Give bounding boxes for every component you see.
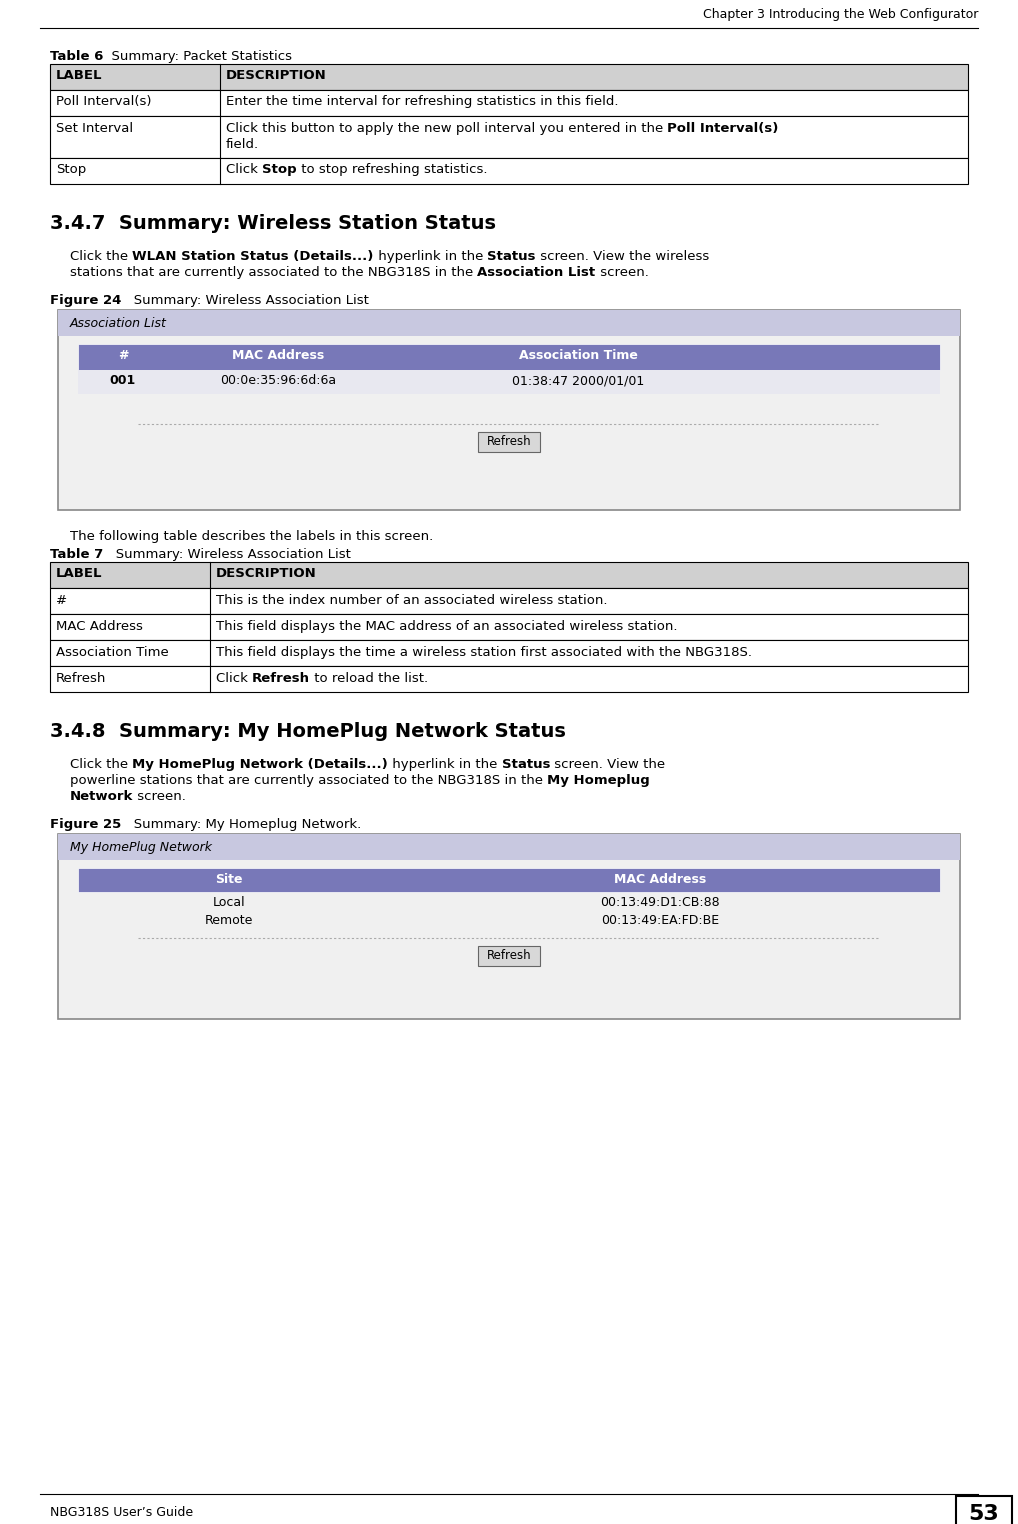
Text: screen.: screen.: [596, 267, 648, 279]
Text: Figure 25: Figure 25: [50, 818, 121, 831]
Text: Association List: Association List: [70, 317, 167, 331]
Text: Figure 24: Figure 24: [50, 294, 121, 306]
Text: Summary: My Homeplug Network.: Summary: My Homeplug Network.: [121, 818, 361, 831]
Text: Chapter 3 Introducing the Web Configurator: Chapter 3 Introducing the Web Configurat…: [702, 8, 978, 21]
Text: MAC Address: MAC Address: [56, 620, 143, 632]
Text: My Homeplug: My Homeplug: [548, 774, 651, 786]
Text: Refresh: Refresh: [487, 949, 531, 962]
Text: My HomePlug Network: My HomePlug Network: [70, 841, 212, 853]
Text: Refresh: Refresh: [487, 434, 531, 448]
Text: Enter the time interval for refreshing statistics in this field.: Enter the time interval for refreshing s…: [226, 94, 619, 108]
Text: Local: Local: [213, 896, 245, 908]
Text: Status: Status: [488, 250, 535, 264]
Text: This field displays the MAC address of an associated wireless station.: This field displays the MAC address of a…: [216, 620, 678, 632]
Text: Remote: Remote: [205, 914, 253, 927]
Text: powerline stations that are currently associated to the NBG318S in the: powerline stations that are currently as…: [70, 774, 548, 786]
Text: to reload the list.: to reload the list.: [310, 672, 429, 684]
Text: MAC Address: MAC Address: [614, 873, 705, 885]
Text: 01:38:47 2000/01/01: 01:38:47 2000/01/01: [512, 373, 644, 387]
Bar: [78, 344, 940, 370]
Text: MAC Address: MAC Address: [232, 349, 324, 363]
Text: #: #: [56, 594, 67, 607]
Bar: [50, 666, 968, 692]
Text: My HomePlug Network (Details...): My HomePlug Network (Details...): [132, 757, 388, 771]
Text: Summary: Wireless Association List: Summary: Wireless Association List: [121, 294, 370, 306]
Text: Association Time: Association Time: [518, 349, 637, 363]
Bar: [50, 640, 968, 666]
Text: Status: Status: [502, 757, 551, 771]
Text: Click: Click: [216, 672, 252, 684]
Text: Refresh: Refresh: [252, 672, 310, 684]
Text: DESCRIPTION: DESCRIPTION: [226, 69, 327, 82]
Text: Association Time: Association Time: [56, 646, 169, 658]
Text: Click the: Click the: [70, 757, 132, 771]
Text: Table 6: Table 6: [50, 50, 104, 62]
Text: 00:0e:35:96:6d:6a: 00:0e:35:96:6d:6a: [220, 373, 336, 387]
Bar: [478, 946, 540, 966]
Bar: [50, 116, 968, 158]
Text: WLAN Station Status (Details...): WLAN Station Status (Details...): [132, 250, 374, 264]
Text: stations that are currently associated to the NBG318S in the: stations that are currently associated t…: [70, 267, 477, 279]
Bar: [50, 90, 968, 116]
Bar: [50, 562, 968, 588]
Text: Click: Click: [226, 163, 262, 175]
Text: This field displays the time a wireless station first associated with the NBG318: This field displays the time a wireless …: [216, 646, 752, 658]
Text: Click the: Click the: [70, 250, 132, 264]
Bar: [50, 614, 968, 640]
Text: Site: Site: [215, 873, 242, 885]
Text: Summary: Packet Statistics: Summary: Packet Statistics: [104, 50, 292, 62]
Text: Poll Interval(s): Poll Interval(s): [668, 122, 779, 136]
Text: This is the index number of an associated wireless station.: This is the index number of an associate…: [216, 594, 608, 607]
Text: 00:13:49:D1:CB:88: 00:13:49:D1:CB:88: [600, 896, 720, 908]
Bar: [50, 64, 968, 90]
Bar: [58, 309, 960, 335]
Text: Stop: Stop: [262, 163, 297, 175]
Text: Summary: Wireless Association List: Summary: Wireless Association List: [103, 549, 351, 561]
Text: Table 7: Table 7: [50, 549, 103, 561]
Text: to stop refreshing statistics.: to stop refreshing statistics.: [297, 163, 488, 175]
Text: Network: Network: [70, 789, 133, 803]
Text: 001: 001: [110, 373, 136, 387]
Text: hyperlink in the: hyperlink in the: [388, 757, 502, 771]
Text: screen.: screen.: [133, 789, 186, 803]
Bar: [58, 834, 960, 1020]
Text: LABEL: LABEL: [56, 69, 103, 82]
Bar: [58, 309, 960, 511]
Text: 00:13:49:EA:FD:BE: 00:13:49:EA:FD:BE: [601, 914, 719, 927]
Bar: [478, 431, 540, 453]
Text: Set Interval: Set Interval: [56, 122, 133, 136]
Text: LABEL: LABEL: [56, 567, 103, 581]
Text: 3.4.8  Summary: My HomePlug Network Status: 3.4.8 Summary: My HomePlug Network Statu…: [50, 722, 566, 741]
Bar: [956, 1497, 1012, 1524]
Bar: [50, 588, 968, 614]
Text: field.: field.: [226, 139, 260, 151]
Bar: [58, 834, 960, 860]
Text: Poll Interval(s): Poll Interval(s): [56, 94, 152, 108]
Text: screen. View the: screen. View the: [551, 757, 666, 771]
Text: Association List: Association List: [477, 267, 596, 279]
Text: 3.4.7  Summary: Wireless Station Status: 3.4.7 Summary: Wireless Station Status: [50, 213, 496, 233]
Text: NBG318S User’s Guide: NBG318S User’s Guide: [50, 1506, 193, 1519]
Text: screen. View the wireless: screen. View the wireless: [535, 250, 710, 264]
Text: hyperlink in the: hyperlink in the: [374, 250, 488, 264]
Text: Stop: Stop: [56, 163, 87, 175]
Text: The following table describes the labels in this screen.: The following table describes the labels…: [70, 530, 434, 543]
Bar: [50, 158, 968, 184]
Text: #: #: [118, 349, 128, 363]
Text: Refresh: Refresh: [56, 672, 106, 684]
Text: 53: 53: [968, 1504, 1000, 1524]
Text: Click this button to apply the new poll interval you entered in the: Click this button to apply the new poll …: [226, 122, 668, 136]
Bar: [78, 869, 940, 892]
Text: DESCRIPTION: DESCRIPTION: [216, 567, 317, 581]
Bar: [78, 370, 940, 395]
